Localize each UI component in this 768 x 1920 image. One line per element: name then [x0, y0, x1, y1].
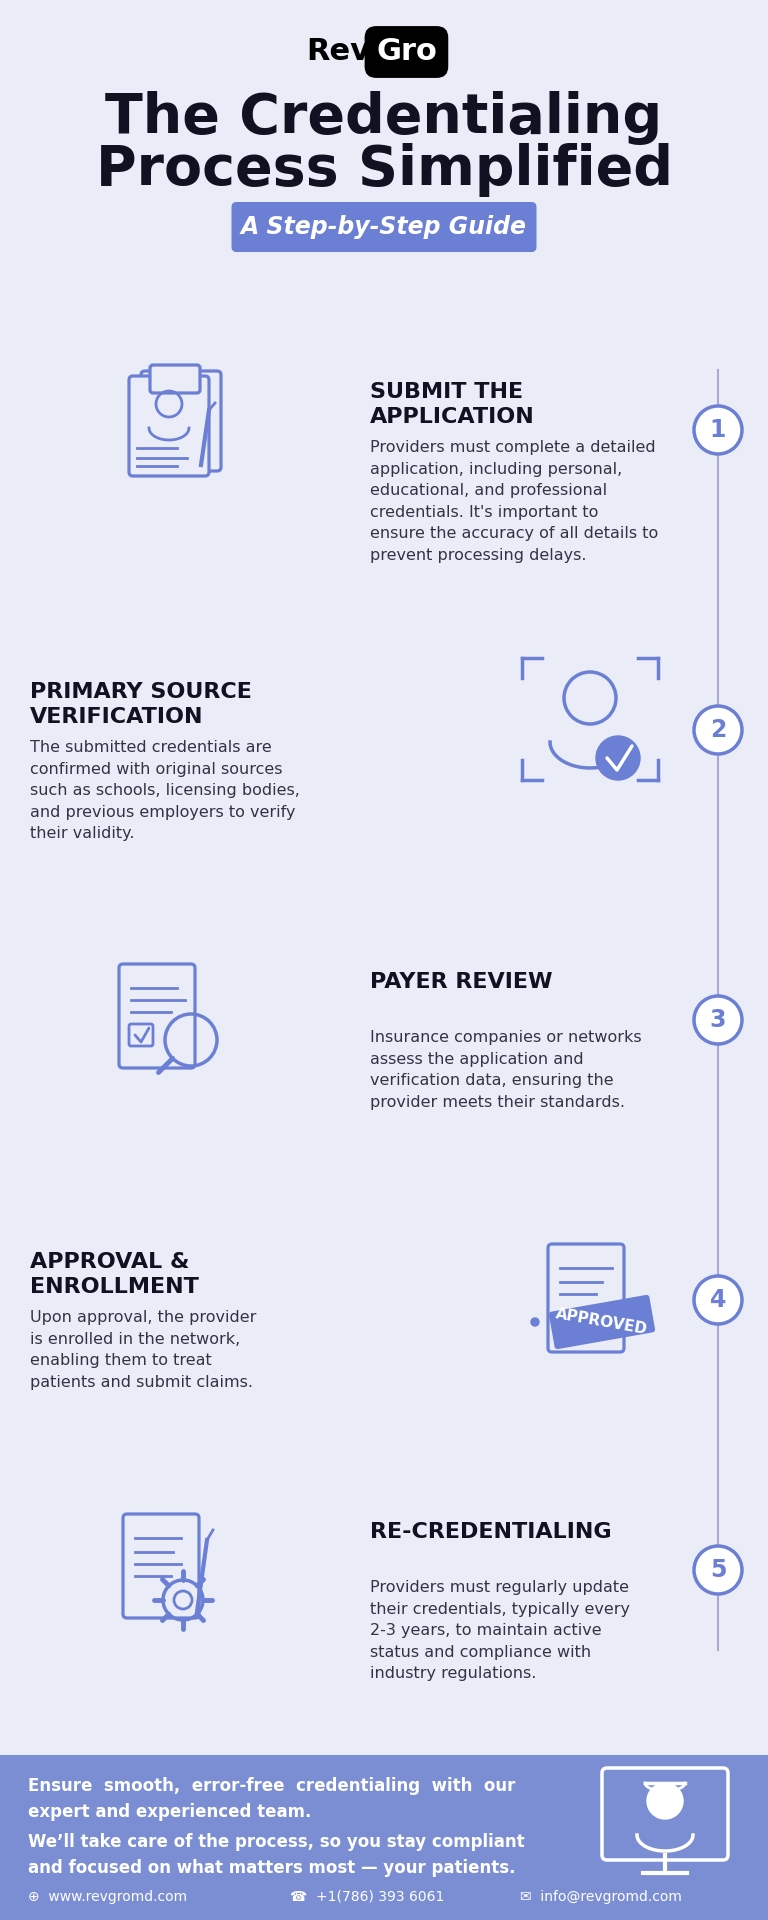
Text: 1: 1: [710, 419, 727, 442]
Circle shape: [596, 735, 640, 780]
Text: Ensure  smooth,  error-free  credentialing  with  our
expert and experienced tea: Ensure smooth, error-free credentialing …: [28, 1778, 515, 1820]
Circle shape: [531, 1317, 539, 1327]
Text: We’ll take care of the process, so you stay compliant
and focused on what matter: We’ll take care of the process, so you s…: [28, 1834, 525, 1876]
Text: A Step-by-Step Guide: A Step-by-Step Guide: [241, 215, 527, 238]
FancyBboxPatch shape: [150, 365, 200, 394]
FancyBboxPatch shape: [129, 376, 209, 476]
FancyBboxPatch shape: [141, 371, 221, 470]
Text: APPROVED: APPROVED: [554, 1306, 649, 1338]
Text: The Credentialing: The Credentialing: [105, 90, 663, 146]
Text: SUBMIT THE
APPLICATION: SUBMIT THE APPLICATION: [370, 382, 535, 426]
Circle shape: [694, 1546, 742, 1594]
FancyBboxPatch shape: [548, 1244, 624, 1352]
Text: APPROVAL &
ENROLLMENT: APPROVAL & ENROLLMENT: [30, 1252, 199, 1296]
Text: Rev: Rev: [306, 38, 370, 67]
Text: 5: 5: [710, 1557, 727, 1582]
Text: Gro: Gro: [376, 38, 437, 67]
Bar: [0, 1755, 768, 1920]
Circle shape: [618, 1317, 626, 1327]
Text: Upon approval, the provider
is enrolled in the network,
enabling them to treat
p: Upon approval, the provider is enrolled …: [30, 1309, 257, 1390]
Text: ☎  +1(786) 393 6061: ☎ +1(786) 393 6061: [290, 1889, 445, 1905]
FancyBboxPatch shape: [123, 1515, 199, 1619]
Text: Providers must regularly update
their credentials, typically every
2-3 years, to: Providers must regularly update their cr…: [370, 1580, 630, 1682]
Text: Insurance companies or networks
assess the application and
verification data, en: Insurance companies or networks assess t…: [370, 1029, 641, 1110]
FancyBboxPatch shape: [231, 202, 537, 252]
Text: 3: 3: [710, 1008, 727, 1033]
Text: 4: 4: [710, 1288, 727, 1311]
Circle shape: [694, 405, 742, 453]
Text: ✉  info@revgromd.com: ✉ info@revgromd.com: [520, 1889, 682, 1905]
FancyBboxPatch shape: [549, 1294, 655, 1350]
Text: PRIMARY SOURCE
VERIFICATION: PRIMARY SOURCE VERIFICATION: [30, 682, 252, 728]
Circle shape: [694, 707, 742, 755]
Text: 2: 2: [710, 718, 727, 741]
Text: PAYER REVIEW: PAYER REVIEW: [370, 972, 552, 993]
Circle shape: [694, 1277, 742, 1325]
Text: ⊕  www.revgromd.com: ⊕ www.revgromd.com: [28, 1889, 187, 1905]
Text: The submitted credentials are
confirmed with original sources
such as schools, l: The submitted credentials are confirmed …: [30, 739, 300, 841]
Circle shape: [647, 1784, 683, 1818]
Text: Providers must complete a detailed
application, including personal,
educational,: Providers must complete a detailed appli…: [370, 440, 658, 563]
Circle shape: [694, 996, 742, 1044]
Text: RE-CREDENTIALING: RE-CREDENTIALING: [370, 1523, 611, 1542]
FancyBboxPatch shape: [119, 964, 195, 1068]
Text: Process Simplified: Process Simplified: [95, 142, 673, 198]
FancyBboxPatch shape: [129, 1023, 153, 1046]
